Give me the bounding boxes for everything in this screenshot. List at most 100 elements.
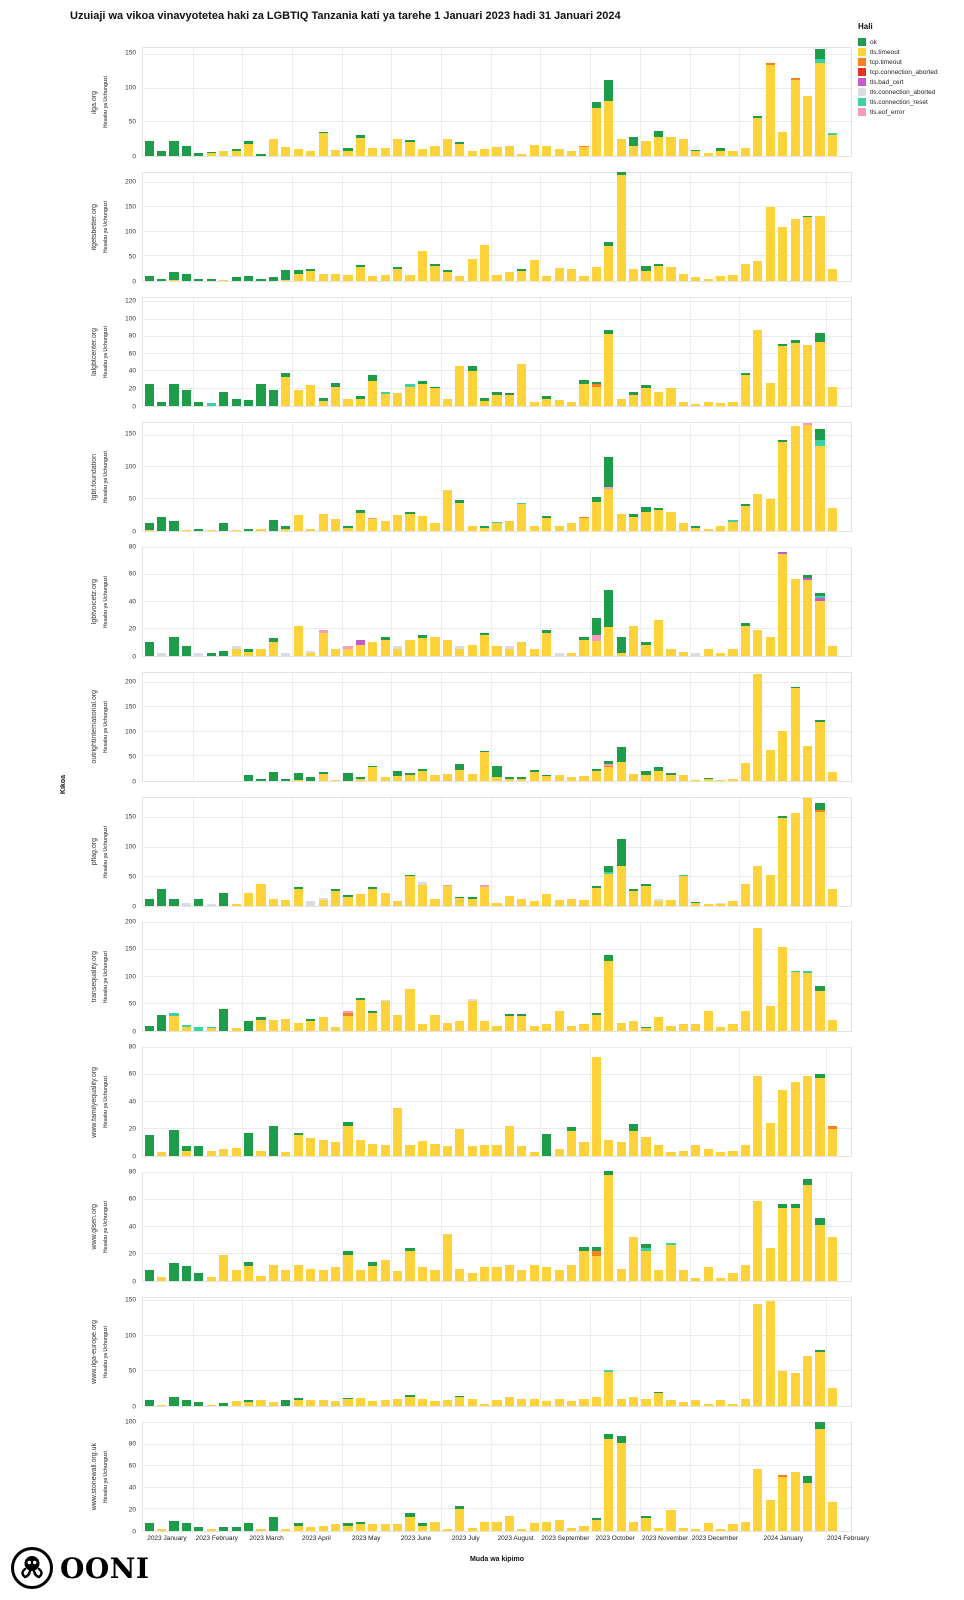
v-gridline: [689, 1423, 691, 1531]
x-tick-label: 2024 February: [826, 1535, 870, 1542]
bar-segment-t: [268, 898, 279, 906]
bar-segment-o: [716, 148, 726, 151]
bar-segment-t: [293, 1525, 303, 1531]
bar-slot: [789, 298, 801, 406]
bar-segment-t: [281, 1018, 291, 1031]
bar-segment-t: [455, 366, 465, 406]
bar-segment-t: [678, 1402, 688, 1406]
bar-segment-t: [740, 1010, 751, 1031]
bar-segment-t: [740, 625, 751, 656]
bar-segment-o: [629, 391, 639, 395]
bar: [480, 750, 490, 781]
bar: [430, 636, 440, 656]
bar-segment-o: [591, 1517, 601, 1520]
facet-plot: [142, 797, 852, 907]
bar: [728, 402, 738, 406]
bar-segment-t: [802, 973, 813, 1031]
bar: [380, 147, 390, 156]
bar-slot: [603, 173, 615, 281]
bar: [343, 1250, 353, 1281]
bar-slot: [304, 1298, 316, 1406]
h-gridline: [143, 1047, 851, 1048]
bar-slot: [255, 1298, 267, 1406]
bar-slot: [168, 298, 180, 406]
facet-plot: [142, 1297, 852, 1407]
bar: [455, 499, 465, 531]
bar-segment-c: [455, 646, 465, 650]
bar-segment-t: [827, 386, 837, 406]
bar-segment-t: [579, 1250, 589, 1281]
bar: [591, 886, 601, 906]
bar-slot: [193, 1048, 205, 1156]
bar-segment-t: [604, 246, 614, 281]
bar-segment-t: [293, 514, 303, 531]
y-tick-label: 20: [128, 1125, 136, 1133]
bar: [144, 1270, 154, 1281]
facet-y-axis-title-text: Hesabu ya Uchunguzi: [102, 826, 109, 878]
bar-slot: [627, 923, 639, 1031]
h-gridline: [143, 628, 851, 629]
bar-slot: [230, 1298, 242, 1406]
bar-segment-t: [281, 376, 291, 406]
bars: [143, 1298, 851, 1406]
bar-slot: [441, 1048, 453, 1156]
bar-slot: [292, 798, 304, 906]
bar-slot: [503, 173, 515, 281]
v-gridline: [590, 1423, 592, 1531]
bar: [368, 1401, 378, 1406]
bar: [219, 280, 229, 281]
bar-segment-o: [181, 145, 192, 156]
bar-segment-t: [616, 174, 626, 281]
bar-segment-t: [293, 1399, 303, 1406]
bar: [144, 642, 154, 656]
bar-segment-T: [604, 765, 614, 767]
bar-slot: [814, 1298, 826, 1406]
bar: [206, 1026, 216, 1031]
bar: [653, 131, 664, 156]
bar-slot: [379, 1298, 391, 1406]
bar-slot: [466, 548, 478, 656]
bar: [542, 894, 552, 906]
bar-slot: [205, 1173, 217, 1281]
bar-segment-t: [480, 886, 490, 906]
bar: [716, 276, 726, 281]
v-gridline: [441, 923, 443, 1031]
bar-slot: [578, 1298, 590, 1406]
bar-segment-o: [194, 152, 204, 156]
bar-slot: [478, 1173, 490, 1281]
bar: [430, 1143, 440, 1156]
bar-segment-t: [355, 138, 365, 156]
bar: [629, 1124, 639, 1156]
bar-slot: [789, 1173, 801, 1281]
bar-segment-o: [579, 1246, 589, 1251]
bar-slot: [255, 48, 267, 156]
bar-segment-t: [467, 898, 477, 906]
v-gridline: [540, 1423, 542, 1531]
bar-slot: [590, 1173, 602, 1281]
bar-segment-o: [529, 770, 539, 772]
bar-segment-t: [815, 1224, 825, 1281]
bar-segment-t: [753, 927, 763, 1031]
bar-segment-t: [430, 145, 440, 156]
bar-slot: [516, 673, 528, 781]
v-gridline: [192, 423, 194, 531]
bar-slot: [180, 1298, 192, 1406]
bar: [703, 649, 713, 656]
bar-segment-t: [256, 649, 266, 656]
bar-slot: [578, 923, 590, 1031]
bar-slot: [280, 548, 292, 656]
bar: [678, 775, 688, 781]
bar-segment-o: [231, 277, 241, 281]
bar-slot: [690, 298, 702, 406]
bar-segment-t: [579, 1398, 589, 1406]
facet-y-axis-title: Hesabu ya Uchunguzi: [101, 672, 110, 782]
bar: [529, 1523, 539, 1531]
bar: [380, 1260, 390, 1281]
bar: [293, 269, 303, 281]
bar-slot: [143, 798, 155, 906]
bar-slot: [789, 798, 801, 906]
bar-slot: [292, 1423, 304, 1531]
bar-segment-t: [206, 1528, 216, 1531]
bar: [678, 402, 688, 406]
bar-segment-t: [629, 625, 639, 656]
